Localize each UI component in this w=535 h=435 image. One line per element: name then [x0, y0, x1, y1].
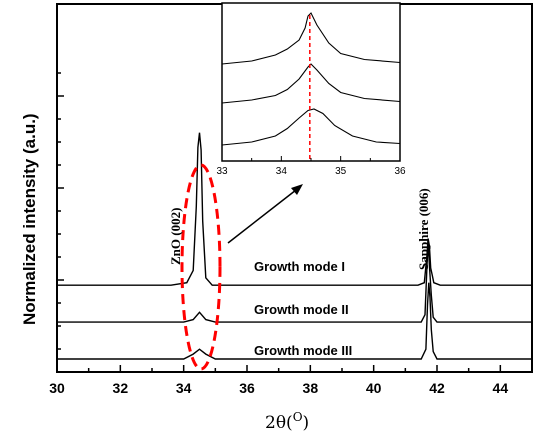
series-line-1 — [57, 132, 532, 286]
inset-panel: 33 34 35 36 — [216, 2, 406, 177]
inset-frame — [221, 2, 401, 162]
x-tick-label: 30 — [49, 380, 65, 396]
x-tick-label: 34 — [176, 380, 192, 396]
inset-tick-label: 35 — [335, 166, 347, 177]
y-axis-ticks — [57, 72, 64, 373]
zno-peak-label: ZnO (002) — [168, 208, 183, 265]
x-axis-title: 2θ(O) — [265, 410, 309, 433]
x-tick-label: 32 — [113, 380, 129, 396]
series-label-3: Growth mode III — [254, 343, 352, 358]
inset-series-line-1 — [221, 12, 401, 65]
inset-tick-label: 34 — [276, 166, 288, 177]
series-line-2 — [57, 240, 532, 323]
series-group — [57, 132, 532, 360]
x-tick-label: 44 — [493, 380, 509, 396]
x-axis-title-base: 2θ( — [265, 413, 293, 433]
arrow-head — [291, 184, 303, 195]
inset-tick-label: 33 — [216, 166, 228, 177]
x-axis-ticks: 30 32 34 36 38 40 42 44 — [49, 365, 533, 396]
series-line-3 — [57, 282, 532, 360]
arrow-line — [227, 189, 297, 244]
x-axis-title-sup: O — [293, 410, 303, 424]
x-tick-label: 38 — [303, 380, 319, 396]
series-label-2: Growth mode II — [254, 302, 349, 317]
inset-x-ticks: 33 34 35 36 — [216, 156, 406, 177]
inset-tick-label: 36 — [394, 166, 406, 177]
sapphire-peak-label: Sapphire (006) — [416, 188, 431, 270]
x-tick-label: 36 — [239, 380, 255, 396]
inset-series-line-3 — [221, 108, 401, 146]
y-axis-title: Normalized intensity (a.u.) — [20, 113, 39, 325]
zno-peak-highlight — [180, 163, 222, 371]
x-tick-label: 40 — [366, 380, 382, 396]
x-axis-title-close: ) — [303, 413, 310, 433]
series-label-1: Growth mode I — [254, 259, 345, 274]
x-tick-label: 42 — [429, 380, 445, 396]
